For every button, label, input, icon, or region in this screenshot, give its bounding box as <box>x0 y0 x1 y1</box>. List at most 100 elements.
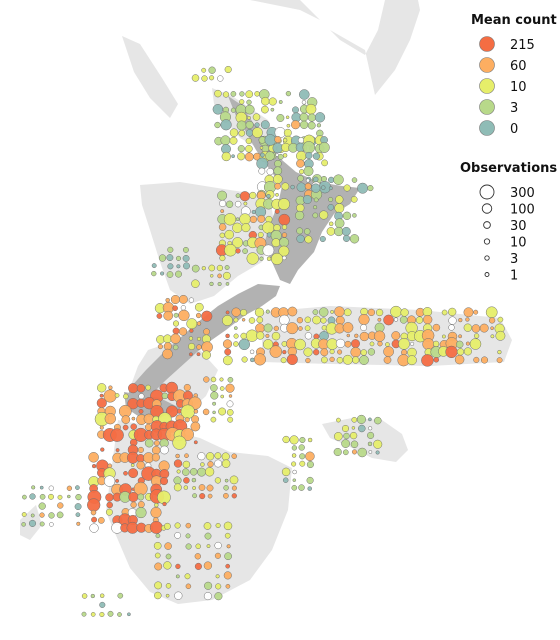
observation-point <box>196 321 202 326</box>
observation-point <box>218 407 227 416</box>
observation-point <box>328 221 334 227</box>
observation-point <box>230 91 237 97</box>
observation-point <box>138 408 144 414</box>
observation-point <box>57 494 63 500</box>
observation-point <box>233 326 238 330</box>
observation-point <box>172 305 178 312</box>
observation-point <box>239 213 251 225</box>
observation-point <box>96 397 107 409</box>
observation-point <box>219 232 226 239</box>
observation-point <box>302 141 316 154</box>
observation-point <box>342 354 353 365</box>
observation-point <box>128 383 139 394</box>
observation-point <box>305 357 311 364</box>
observation-point <box>154 502 159 508</box>
landmass-north-east <box>250 0 420 95</box>
observation-point <box>274 182 281 190</box>
observation-point <box>154 591 162 600</box>
observation-point <box>221 452 230 461</box>
observation-point <box>188 297 195 303</box>
observation-point <box>99 601 106 608</box>
colour-legend-items: 215 60 10 3 0 <box>479 36 535 137</box>
observation-point <box>207 493 213 499</box>
observation-point <box>245 137 252 145</box>
observation-point <box>281 232 288 238</box>
observation-point <box>222 91 230 98</box>
observation-point <box>131 416 136 421</box>
observation-point <box>406 355 417 366</box>
observation-point <box>350 440 359 449</box>
observation-point <box>202 408 210 416</box>
observation-point <box>422 307 433 317</box>
observation-point <box>224 265 230 270</box>
observation-point <box>254 122 260 128</box>
observation-point <box>448 316 457 325</box>
observation-point <box>393 317 399 322</box>
observation-point <box>240 309 248 317</box>
observation-point <box>281 182 290 191</box>
observation-point <box>334 306 345 317</box>
observation-point <box>367 348 376 356</box>
observation-point <box>176 264 181 269</box>
observation-point <box>304 182 312 190</box>
observation-point <box>330 309 335 314</box>
observation-point <box>445 345 458 359</box>
observation-point <box>225 583 231 589</box>
observation-point <box>244 104 255 115</box>
observation-point <box>299 120 309 129</box>
observation-point <box>290 184 295 190</box>
size-legend-circle <box>483 238 491 245</box>
observation-point <box>246 115 251 120</box>
observation-point <box>321 356 328 364</box>
observation-point <box>201 350 211 360</box>
observation-point <box>328 196 334 203</box>
observation-point <box>210 384 218 392</box>
observation-point <box>144 438 154 448</box>
observation-point <box>471 324 481 333</box>
observation-point <box>178 327 188 336</box>
observation-point <box>217 273 222 279</box>
observation-point <box>225 333 230 339</box>
observation-point <box>236 120 247 131</box>
observation-point <box>220 209 225 214</box>
observation-point <box>291 461 297 467</box>
observation-point <box>209 281 214 287</box>
observation-point <box>321 159 328 167</box>
observation-point <box>201 266 206 271</box>
observation-point <box>242 248 248 254</box>
observation-point <box>268 97 277 106</box>
observation-point <box>172 320 180 327</box>
observation-point <box>296 317 304 324</box>
observation-point <box>188 342 196 351</box>
size-legend-circle <box>484 272 490 277</box>
observation-point <box>352 356 360 364</box>
observation-point <box>448 324 455 331</box>
observation-point <box>266 256 272 262</box>
observation-point <box>31 485 36 490</box>
observation-point <box>274 209 280 214</box>
colour-legend-label: 0 <box>510 122 518 137</box>
observation-point <box>196 336 202 341</box>
observation-point <box>81 611 87 617</box>
observation-point <box>103 475 116 487</box>
observation-point <box>465 317 470 322</box>
observation-point <box>48 485 54 491</box>
observation-point <box>377 317 382 322</box>
size-legend-label: 10 <box>510 236 527 251</box>
observation-point <box>328 176 335 184</box>
observation-point <box>463 323 472 332</box>
observation-point <box>250 357 255 363</box>
observation-point <box>130 423 137 430</box>
observation-point <box>170 294 180 305</box>
colour-legend-title: Mean count <box>471 13 557 28</box>
observation-point <box>272 174 283 184</box>
observation-point <box>216 264 224 272</box>
observation-point <box>240 332 247 340</box>
observation-point <box>490 334 495 339</box>
observation-point <box>495 330 506 341</box>
observation-point <box>193 409 199 414</box>
observation-point <box>321 185 326 190</box>
observation-point <box>158 254 167 262</box>
observation-point <box>234 200 242 208</box>
